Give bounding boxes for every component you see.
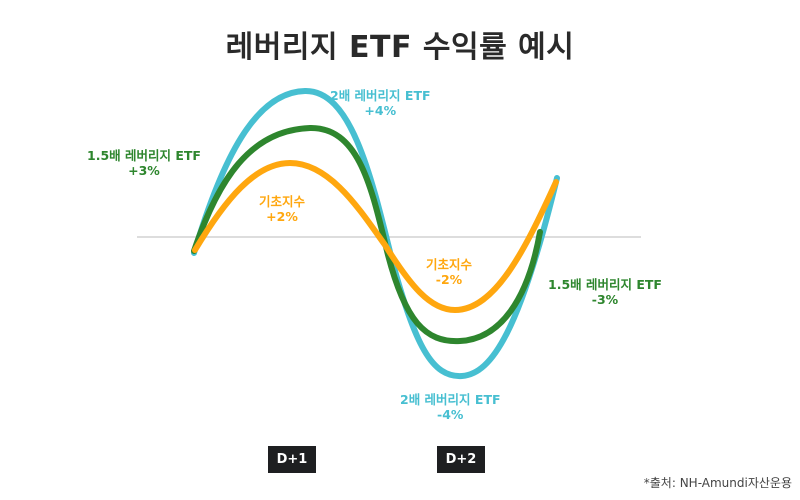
label-lev2-down-name: 2배 레버리지 ETF	[400, 392, 501, 407]
label-lev15-up-name: 1.5배 레버리지 ETF	[87, 148, 201, 163]
chart-title: 레버리지 ETF 수익률 예시	[225, 30, 575, 65]
label-index-down-value: -2%	[435, 272, 463, 287]
label-lev15-up: 1.5배 레버리지 ETF +3%	[87, 148, 201, 178]
label-lev2-up: 2배 레버리지 ETF +4%	[330, 88, 431, 118]
label-index-down-name: 기초지수	[426, 257, 473, 272]
label-lev2-down-value: -4%	[437, 407, 464, 422]
label-lev15-up-value: +3%	[128, 163, 160, 178]
day-badge-d1: D+1	[268, 446, 316, 473]
label-lev15-down-name: 1.5배 레버리지 ETF	[548, 277, 662, 292]
label-lev15-down: 1.5배 레버리지 ETF -3%	[548, 277, 662, 307]
label-index-down: 기초지수 -2%	[426, 257, 472, 287]
label-lev2-down: 2배 레버리지 ETF -4%	[400, 392, 501, 422]
day-badge-d2: D+2	[437, 446, 485, 473]
label-lev2-up-name: 2배 레버리지 ETF	[330, 88, 431, 103]
label-index-up-value: +2%	[266, 209, 298, 224]
label-index-up-name: 기초지수	[259, 194, 306, 209]
source-note: *출처: NH-Amundi자산운용	[643, 476, 792, 490]
label-lev2-up-value: +4%	[364, 103, 397, 118]
series-line-index	[192, 159, 559, 314]
label-lev15-down-value: -3%	[591, 292, 619, 307]
label-index-up: 기초지수 +2%	[259, 194, 305, 224]
